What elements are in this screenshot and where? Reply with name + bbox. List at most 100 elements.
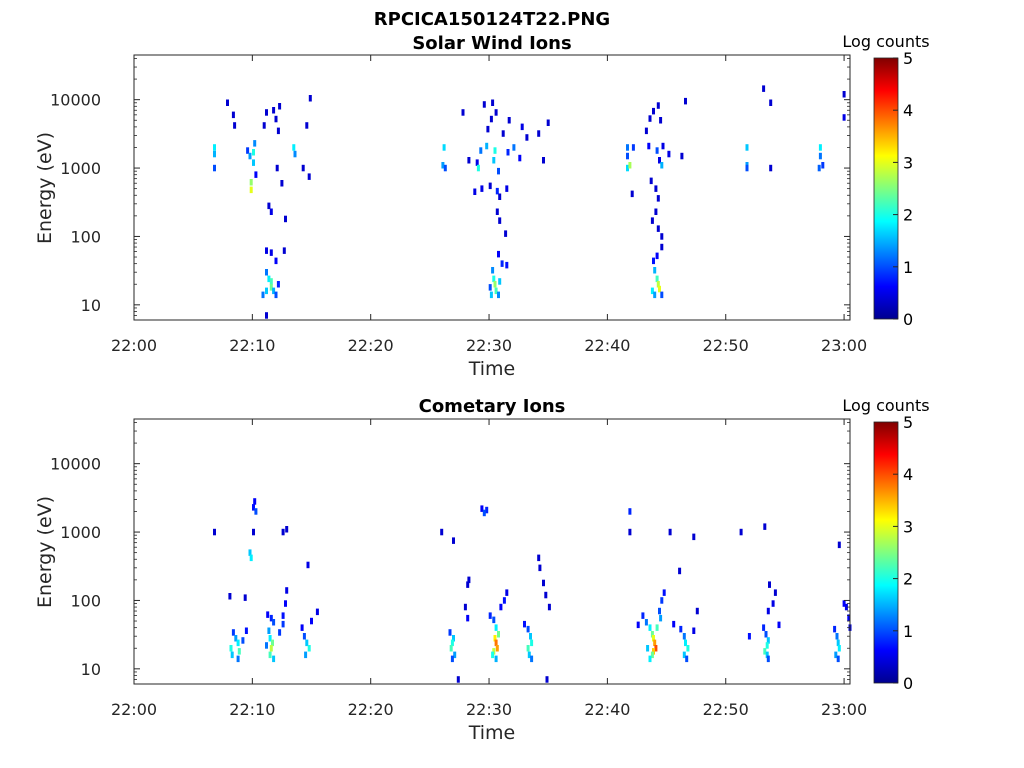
- heatmap-cell: [652, 107, 655, 115]
- heatmap-cell: [660, 597, 664, 604]
- heatmap-cell: [650, 651, 654, 659]
- heatmap-cell: [498, 193, 502, 200]
- heatmap-cell: [449, 645, 453, 652]
- heatmap-cell: [656, 281, 660, 288]
- heatmap-cell: [475, 159, 479, 166]
- heatmap-cell: [268, 635, 272, 642]
- x-axis-label: Time: [468, 722, 516, 744]
- heatmap-cell: [315, 608, 319, 616]
- heatmap-cell: [655, 252, 659, 260]
- heatmap-cell: [658, 607, 661, 615]
- heatmap-cell: [237, 648, 241, 655]
- heatmap-cell: [249, 554, 253, 562]
- heatmap-cell: [243, 594, 247, 601]
- cometary-heatmap: [213, 498, 852, 683]
- x-tick-label: 22:10: [229, 336, 275, 355]
- heatmap-cell: [626, 164, 629, 172]
- heatmap-cell: [656, 195, 660, 202]
- x-tick-label: 23:00: [821, 336, 867, 355]
- heatmap-cell: [269, 284, 273, 291]
- x-tick-label: 23:00: [821, 700, 867, 719]
- heatmap-cell: [656, 225, 660, 232]
- heatmap-cell: [278, 629, 282, 636]
- heatmap-cell: [482, 101, 486, 108]
- heatmap-cell: [282, 247, 286, 254]
- y-axis-label: Energy (eV): [34, 132, 56, 244]
- heatmap-cell: [654, 645, 658, 652]
- heatmap-cell: [234, 635, 238, 642]
- colorbar-ticks: 0 1 2 3 4 5: [893, 49, 913, 329]
- heatmap-cell: [505, 589, 509, 596]
- heatmap-cell: [649, 177, 653, 185]
- heatmap-cell: [285, 587, 289, 594]
- heatmap-cell: [650, 217, 654, 224]
- heatmap-cell: [529, 633, 532, 640]
- heatmap-cell: [476, 164, 480, 172]
- y-tick-label: 100: [70, 591, 101, 610]
- heatmap-cell: [302, 633, 306, 640]
- axes: 22:00 22:10 22:20 22:30 22:40 22:50 23:00 10 100…: [50, 55, 867, 355]
- heatmap-cell: [453, 651, 457, 659]
- heatmap-cell: [538, 564, 542, 572]
- x-tick-label: 22:30: [466, 700, 512, 719]
- heatmap-cell: [667, 150, 671, 158]
- heatmap-cell: [766, 637, 770, 644]
- heatmap-cell: [280, 180, 284, 187]
- heatmap-cell: [213, 144, 216, 151]
- heatmap-cell: [837, 541, 841, 549]
- colorbar-tick-label: 0: [903, 674, 913, 693]
- heatmap-cell: [842, 600, 846, 607]
- heatmap-cell: [646, 645, 650, 652]
- heatmap-cell: [523, 620, 526, 628]
- heatmap-cell: [660, 291, 664, 299]
- heatmap-cell: [248, 152, 252, 160]
- heatmap-cell: [679, 625, 683, 633]
- heatmap-cell: [253, 140, 257, 147]
- colorbar-tick-label: 3: [903, 153, 913, 172]
- heatmap-cell: [442, 144, 446, 151]
- heatmap-cell: [695, 607, 699, 615]
- heatmap-cell: [818, 152, 822, 160]
- heatmap-cell: [306, 561, 310, 569]
- heatmap-cell: [660, 243, 664, 251]
- heatmap-cell: [833, 625, 837, 633]
- heatmap-cell: [648, 115, 652, 122]
- heatmap-cell: [672, 620, 676, 628]
- heatmap-cell: [480, 505, 484, 512]
- heatmap-cell: [254, 508, 258, 515]
- heatmap-cell: [461, 109, 465, 116]
- heatmap-cell: [506, 149, 510, 156]
- heatmap-cell: [497, 291, 500, 299]
- colorbar-title: Log counts: [842, 396, 929, 415]
- colorbar-tick-label: 0: [903, 310, 913, 329]
- heatmap-cell: [653, 291, 657, 299]
- heatmap-cell: [281, 612, 285, 619]
- heatmap-cell: [766, 655, 770, 663]
- heatmap-cell: [518, 154, 522, 162]
- heatmap-cell: [284, 600, 287, 607]
- x-tick-label: 22:50: [703, 700, 749, 719]
- panel-title: Cometary Ions: [419, 396, 566, 417]
- heatmap-cell: [684, 639, 687, 647]
- heatmap-cell: [228, 593, 232, 600]
- heatmap-cell: [275, 164, 279, 172]
- heatmap-cell: [494, 639, 498, 647]
- heatmap-cell: [485, 142, 489, 150]
- heatmap-cell: [467, 157, 471, 164]
- heatmap-cell: [248, 549, 252, 556]
- heatmap-cell: [682, 651, 686, 659]
- heatmap-cell: [467, 576, 471, 584]
- heatmap-cell: [835, 633, 839, 640]
- heatmap-cell: [836, 639, 840, 647]
- heatmap-cell: [304, 651, 308, 659]
- heatmap-cell: [504, 230, 508, 237]
- heatmap-cell: [644, 127, 648, 135]
- heatmap-cell: [494, 287, 498, 295]
- heatmap-cell: [682, 633, 686, 640]
- colorbar-tick-label: 4: [903, 101, 913, 120]
- heatmap-cell: [660, 162, 664, 169]
- heatmap-cell: [692, 627, 696, 634]
- heatmap-cell: [489, 291, 493, 299]
- heatmap-cell: [488, 182, 492, 190]
- solar-wind-heatmap: [213, 85, 846, 319]
